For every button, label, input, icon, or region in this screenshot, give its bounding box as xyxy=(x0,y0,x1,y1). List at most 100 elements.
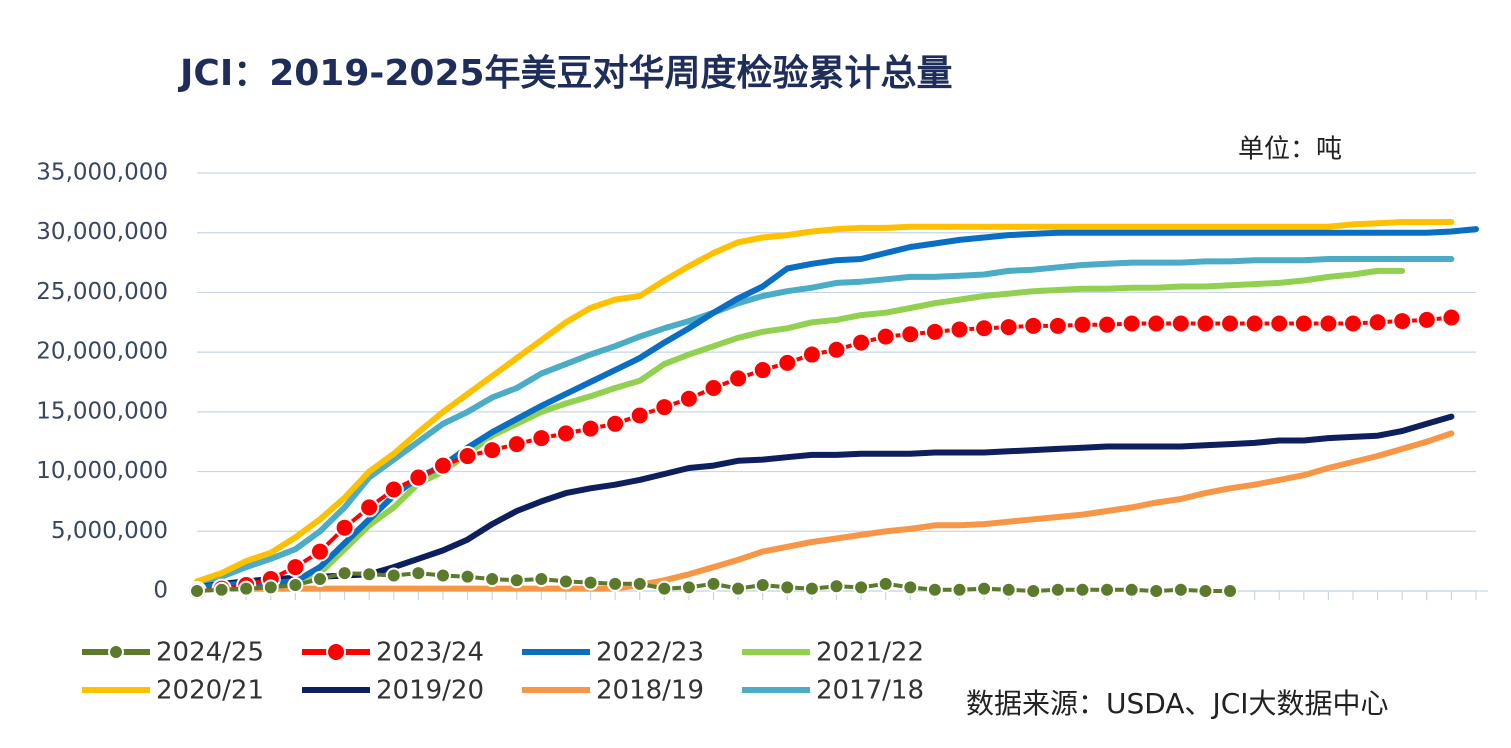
data-point xyxy=(1047,315,1068,336)
legend: 2024/25 2023/24 2022/23 2021/22 2020/21 2019/… xyxy=(82,638,924,706)
data-point xyxy=(998,317,1019,338)
data-point xyxy=(1220,313,1241,334)
data-point xyxy=(361,566,378,583)
plot-area xyxy=(187,219,1479,601)
data-point xyxy=(1025,583,1042,599)
data-point xyxy=(1197,583,1214,599)
data-point xyxy=(976,580,993,597)
data-point xyxy=(1367,312,1388,333)
data-point xyxy=(557,573,574,590)
legend-label: 2018/19 xyxy=(596,676,704,706)
y-tick-label: 25,000,000 xyxy=(36,279,168,305)
data-point xyxy=(926,581,943,598)
data-point xyxy=(631,575,648,592)
data-point xyxy=(877,575,894,592)
data-point xyxy=(801,344,822,365)
series-line xyxy=(194,219,1455,585)
data-point xyxy=(828,578,845,595)
data-point xyxy=(853,579,870,596)
data-point xyxy=(951,581,968,598)
data-point xyxy=(311,571,328,588)
data-point xyxy=(285,557,306,578)
data-point xyxy=(875,326,896,347)
data-point xyxy=(434,567,451,584)
data-point xyxy=(949,319,970,340)
legend-label: 2017/18 xyxy=(816,676,924,706)
data-point xyxy=(678,388,699,409)
data-point xyxy=(408,467,429,488)
y-tick-label: 0 xyxy=(153,578,168,604)
data-point xyxy=(730,580,747,597)
legend-label: 2021/22 xyxy=(816,638,924,668)
legend-label: 2020/21 xyxy=(156,676,264,706)
data-point xyxy=(189,583,205,599)
data-point xyxy=(533,571,550,588)
data-point xyxy=(457,446,478,467)
data-point xyxy=(582,574,599,591)
data-point xyxy=(432,455,453,476)
data-point xyxy=(826,339,847,360)
data-point xyxy=(213,581,230,598)
data-point xyxy=(482,440,503,461)
data-point xyxy=(777,352,798,373)
series-line xyxy=(195,315,1454,593)
source-note: 数据来源：USDA、JCI大数据中心 xyxy=(966,687,1389,720)
data-point xyxy=(728,368,749,389)
data-point xyxy=(506,434,527,455)
data-point xyxy=(1123,581,1140,598)
data-point xyxy=(309,541,330,562)
data-point xyxy=(1441,307,1462,328)
data-point xyxy=(902,579,919,596)
legend-label: 2022/23 xyxy=(596,638,704,668)
data-point xyxy=(287,577,304,594)
data-point xyxy=(656,580,673,597)
y-tick-label: 15,000,000 xyxy=(36,398,168,424)
y-tick-label: 20,000,000 xyxy=(36,339,168,365)
data-point xyxy=(705,575,722,592)
series-line xyxy=(194,256,1455,588)
data-point xyxy=(924,321,945,342)
data-point xyxy=(1023,315,1044,336)
data-point xyxy=(754,577,771,594)
data-point xyxy=(508,572,525,589)
data-point xyxy=(607,575,624,592)
series-line xyxy=(194,413,1455,591)
legend-label: 2019/20 xyxy=(376,676,484,706)
data-point xyxy=(1097,314,1118,335)
data-point xyxy=(1392,311,1413,332)
data-point xyxy=(900,324,921,345)
unit-label: 单位：吨 xyxy=(1238,135,1342,165)
data-point xyxy=(1146,313,1167,334)
legend-marker xyxy=(108,644,124,660)
data-point xyxy=(680,579,697,596)
data-point xyxy=(1244,313,1265,334)
data-point xyxy=(1000,581,1017,598)
data-point xyxy=(1222,583,1239,599)
data-point xyxy=(383,479,404,500)
data-point xyxy=(385,567,402,584)
data-point xyxy=(1074,581,1091,598)
data-point xyxy=(1049,581,1066,598)
data-point xyxy=(1269,313,1290,334)
y-tick-label: 5,000,000 xyxy=(51,518,168,544)
data-point xyxy=(580,418,601,439)
data-point xyxy=(1148,583,1165,599)
data-point xyxy=(605,413,626,434)
data-point xyxy=(1343,313,1364,334)
legend-label: 2024/25 xyxy=(156,638,264,668)
data-point xyxy=(703,377,724,398)
grid: 0 5,000,000 10,000,000 15,000,000 20,000,000… xyxy=(36,160,1488,604)
data-point xyxy=(459,568,476,585)
y-tick-label: 35,000,000 xyxy=(36,160,168,186)
data-point xyxy=(1195,313,1216,334)
data-point xyxy=(334,517,355,538)
y-tick-label: 30,000,000 xyxy=(36,219,168,245)
legend-marker xyxy=(326,642,346,662)
data-point xyxy=(531,428,552,449)
data-point xyxy=(779,579,796,596)
chart-title: JCI：2019-2025年美豆对华周度检验累计总量 xyxy=(177,53,953,94)
data-point xyxy=(1416,309,1437,330)
data-point xyxy=(336,565,353,582)
data-point xyxy=(803,580,820,597)
